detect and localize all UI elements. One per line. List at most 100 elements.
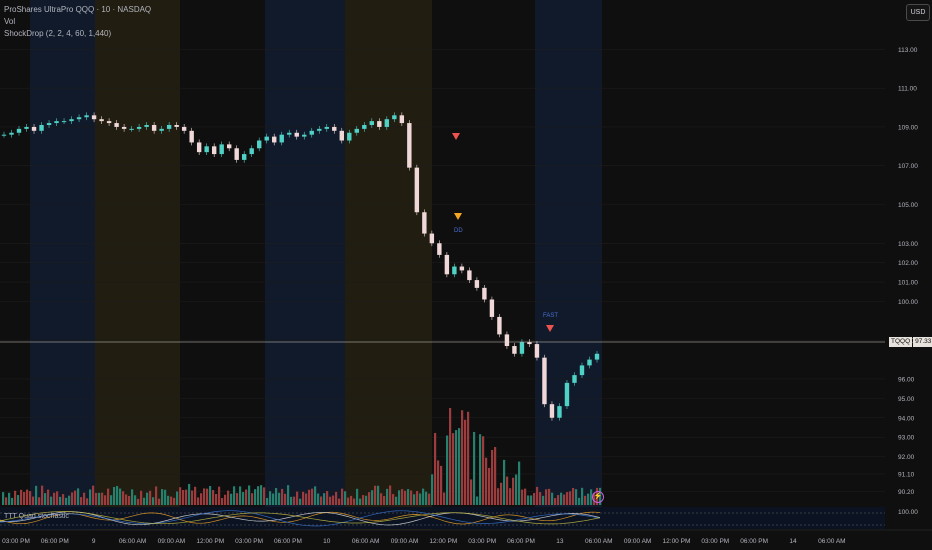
volume-bar — [578, 497, 581, 505]
lightning-icon[interactable]: ⚡ — [592, 491, 604, 503]
session-band — [345, 0, 432, 530]
candle-body — [159, 128, 164, 131]
signal-label: DD — [454, 228, 463, 234]
candle-body — [309, 130, 314, 135]
oscillator-line — [0, 511, 601, 526]
volume-bar — [362, 495, 365, 505]
time-tick-label: 06:00 AM — [352, 538, 379, 545]
volume-bar — [200, 493, 203, 505]
time-tick-label: 13 — [556, 538, 564, 545]
candle-body — [474, 280, 480, 288]
volume-bar — [89, 489, 92, 505]
candle-body — [189, 130, 194, 143]
oscillator-line — [0, 511, 601, 525]
volume-bar — [59, 496, 62, 505]
signal-triangle — [452, 133, 460, 140]
candle-body — [384, 119, 390, 127]
candle-body — [542, 357, 547, 405]
indicator-legend[interactable]: ShockDrop (2, 2, 4, 60, 1,440) — [4, 29, 112, 38]
time-tick-label: 09:00 AM — [624, 538, 651, 545]
volume-bar — [587, 493, 590, 505]
candle-body — [317, 128, 322, 131]
price-tick-label: 91.10 — [898, 471, 915, 478]
candle-body — [444, 254, 450, 275]
signal-label: FAST — [543, 313, 558, 319]
volume-bar — [359, 498, 362, 505]
volume-bar — [245, 489, 248, 505]
volume-bar — [20, 489, 23, 505]
volume-bar — [131, 489, 134, 505]
volume-bar — [257, 486, 260, 505]
currency-button[interactable]: USD — [906, 4, 930, 21]
volume-bar — [368, 492, 371, 505]
signal-triangle — [546, 325, 554, 332]
oscillator-background — [0, 507, 885, 529]
volume-bar — [158, 498, 161, 505]
volume-bar — [431, 474, 434, 505]
candle-body — [452, 266, 457, 275]
volume-bar — [293, 496, 296, 505]
volume-bar — [83, 492, 86, 505]
volume-bar — [239, 486, 242, 505]
volume-bar — [188, 483, 191, 505]
candle-body — [287, 132, 292, 135]
volume-bar — [476, 496, 479, 505]
volume-legend[interactable]: Vol — [4, 17, 16, 26]
volume-bar — [299, 498, 302, 505]
oscillator-label[interactable]: TTT Quad stochastic — [4, 513, 69, 520]
last-price-symbol: TQQQ — [889, 337, 913, 347]
volume-bar — [428, 493, 431, 505]
volume-bar — [242, 492, 245, 505]
price-tick-label: 96.00 — [898, 376, 915, 383]
candlesticks — [1, 112, 600, 421]
volume-bar — [5, 497, 8, 505]
volume-bar — [419, 493, 422, 505]
price-axis[interactable]: 113.00 111.00 109.00 107.00 105.00 103.00 102.… — [898, 47, 918, 516]
candle-body — [91, 115, 97, 120]
volume-bar — [77, 488, 80, 505]
volume-bar — [515, 474, 518, 505]
time-tick-label: 09:00 AM — [391, 538, 418, 545]
volume-bar — [254, 489, 257, 505]
volume-bar — [563, 494, 566, 505]
candle-body — [347, 132, 352, 141]
price-tick-label: 105.00 — [898, 202, 918, 209]
volume-bar — [185, 489, 188, 505]
volume-bar — [284, 493, 287, 505]
volume-bar — [422, 488, 425, 505]
volume-bar — [197, 497, 200, 505]
volume-bar — [206, 488, 209, 505]
session-band — [30, 0, 95, 530]
candle-body — [1, 134, 7, 136]
volume-bar — [92, 485, 95, 505]
volume-bar — [413, 494, 416, 505]
candle-body — [264, 136, 269, 141]
volume-bar — [167, 495, 170, 505]
symbol-title[interactable]: ProShares UltraPro QQQ · 10 · NASDAQ — [4, 5, 152, 14]
volume-bar — [56, 491, 59, 505]
price-tick-label: 100.00 — [898, 299, 918, 306]
time-tick-label: 14 — [789, 538, 797, 545]
session-band — [95, 0, 180, 530]
time-tick-label: 12:00 PM — [429, 538, 457, 545]
volume-bar — [452, 433, 455, 505]
price-tick-label: 107.00 — [898, 163, 918, 170]
volume-bar — [11, 497, 14, 505]
volume-bar — [467, 411, 470, 505]
volume-bar — [377, 485, 380, 505]
volume-bar — [146, 492, 149, 505]
volume-bar — [134, 495, 137, 505]
time-axis[interactable]: 03:00 PM 06:00 PM 9 06:00 AM 09:00 AM 12:00 P… — [0, 529, 932, 545]
volume-bar — [32, 496, 35, 505]
volume-bar — [29, 491, 32, 505]
volume-bar — [230, 493, 233, 505]
time-tick-label: 06:00 PM — [507, 538, 535, 545]
volume-bar — [95, 492, 98, 505]
volume-bar — [191, 490, 194, 505]
time-tick-label: 03:00 PM — [468, 538, 496, 545]
volume-bar — [263, 487, 266, 505]
volume-bar — [98, 492, 101, 505]
candle-body — [272, 136, 277, 143]
price-tick-label: 101.00 — [898, 280, 918, 287]
